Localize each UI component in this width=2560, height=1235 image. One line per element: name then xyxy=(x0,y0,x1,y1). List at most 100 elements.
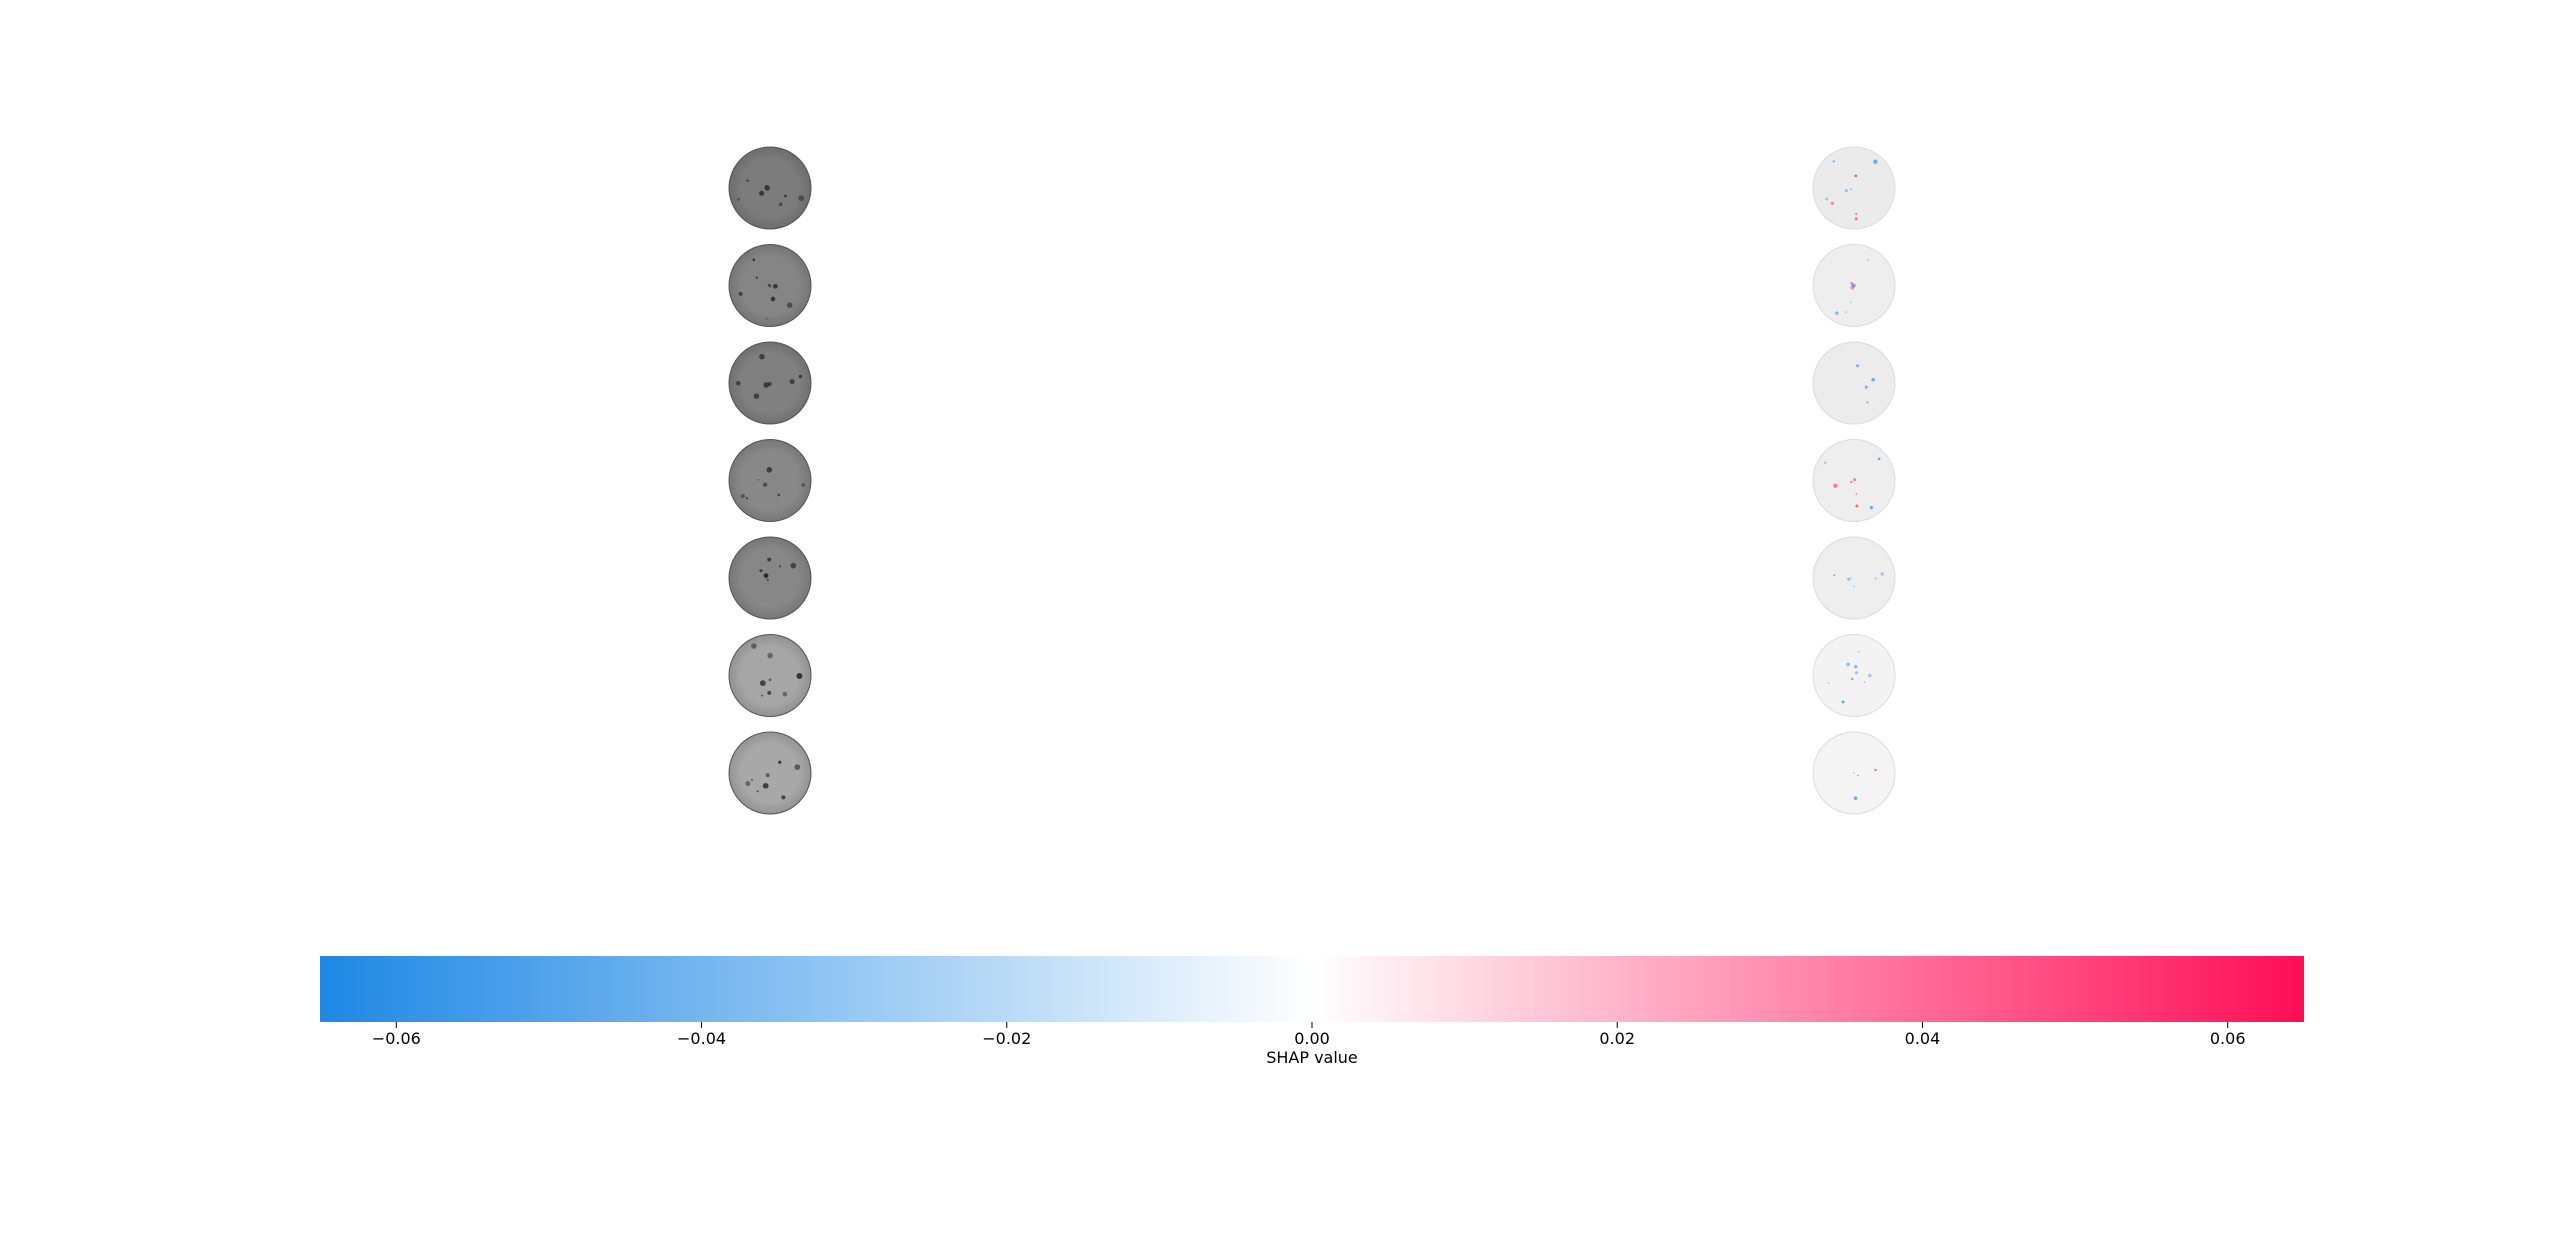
image-speck xyxy=(763,382,770,388)
colorbar-ticks: −0.06 −0.04 −0.02 0.00 0.02 0.04 0.06 xyxy=(372,1022,2246,1048)
shap-attribution-dot xyxy=(1880,572,1884,576)
colorbar-tick-label: −0.06 xyxy=(372,1029,421,1048)
shap-attribution-dot xyxy=(1847,577,1851,581)
shap-attribution-dot xyxy=(1853,478,1857,482)
shap-overlay-image xyxy=(1812,244,1896,327)
shap-overlay-image xyxy=(1812,146,1896,230)
image-speck xyxy=(759,569,763,573)
shap-attribution-dot xyxy=(1824,461,1827,464)
input-image xyxy=(728,341,812,425)
colorbar-tick-label: 0.02 xyxy=(1599,1029,1635,1048)
image-speck xyxy=(784,194,787,198)
shap-attribution-dot xyxy=(1863,681,1866,683)
shap-attribution-dot xyxy=(1854,671,1858,675)
shap-attribution-dot xyxy=(1833,483,1838,488)
shap-overlay-image xyxy=(1812,439,1896,522)
shap-attribution-dot xyxy=(1850,481,1853,484)
input-image xyxy=(728,731,812,815)
image-speck xyxy=(766,467,773,473)
image-speck xyxy=(767,652,773,659)
image-speck xyxy=(798,374,803,379)
shap-attribution-dot xyxy=(1869,505,1874,510)
image-speck xyxy=(767,690,772,695)
shap-attribution-dot xyxy=(1841,700,1845,704)
image-speck xyxy=(786,302,793,308)
shap-attribution-dot xyxy=(1833,574,1836,577)
image-speck xyxy=(790,562,797,569)
shap-attribution-dot xyxy=(1827,682,1830,684)
shap-overlay-image xyxy=(1812,731,1896,815)
colorbar: −0.06 −0.04 −0.02 0.00 0.02 0.04 0.06 SHAP val… xyxy=(320,956,2304,1067)
image-speck xyxy=(769,285,772,288)
image-speck xyxy=(768,678,772,682)
shap-attribution-dot xyxy=(1830,201,1835,206)
image-speck xyxy=(782,691,788,697)
shap-overlay-disc xyxy=(1812,536,1896,620)
image-speck xyxy=(798,195,805,202)
shap-attribution-dot xyxy=(1853,796,1858,800)
image-speck xyxy=(745,497,749,500)
image-speck xyxy=(755,276,758,279)
image-speck xyxy=(753,393,760,399)
shap-attribution-dot xyxy=(1856,364,1859,368)
input-image-shading xyxy=(729,537,811,619)
image-speck xyxy=(745,781,751,787)
shap-attribution-dot xyxy=(1854,665,1858,669)
image-speck xyxy=(740,494,745,499)
shap-attribution-dot xyxy=(1874,577,1877,580)
shap-attribution-dot xyxy=(1850,301,1852,304)
shap-attribution-dot xyxy=(1835,311,1839,316)
colorbar-tick-label: −0.02 xyxy=(982,1029,1031,1048)
image-grid xyxy=(728,146,1896,815)
colorbar-tick-label: −0.04 xyxy=(677,1029,726,1048)
image-speck xyxy=(794,764,801,770)
image-speck xyxy=(772,283,778,289)
shap-attribution-dot xyxy=(1844,189,1848,193)
shap-attribution-dot xyxy=(1850,285,1855,290)
image-speck xyxy=(735,380,741,386)
image-speck xyxy=(779,565,782,568)
image-speck xyxy=(762,482,768,487)
image-speck xyxy=(764,185,770,191)
image-speck xyxy=(765,773,770,778)
shap-attribution-dot xyxy=(1853,585,1855,588)
input-image-shading xyxy=(729,732,811,814)
image-speck xyxy=(746,179,750,183)
image-speck xyxy=(766,578,769,582)
shap-attribution-dot xyxy=(1871,377,1875,382)
image-speck xyxy=(778,760,782,764)
colorbar-tick-label: 0.04 xyxy=(1905,1029,1941,1048)
image-speck xyxy=(737,198,740,201)
shap-overlay-disc xyxy=(1812,634,1896,717)
input-image xyxy=(728,634,812,717)
image-speck xyxy=(778,202,783,207)
shap-attribution-dot xyxy=(1866,401,1869,404)
shap-attribution-dot xyxy=(1832,160,1836,163)
shap-overlay-image xyxy=(1812,536,1896,620)
image-speck xyxy=(738,291,743,296)
shap-attribution-dot xyxy=(1846,662,1850,667)
image-speck xyxy=(764,574,768,578)
shap-overlay-disc xyxy=(1812,439,1896,522)
shap-attribution-dot xyxy=(1825,197,1829,201)
image-speck xyxy=(801,483,806,487)
shap-attribution-dot xyxy=(1855,504,1859,508)
input-image-shading xyxy=(729,439,811,522)
shap-overlay-image xyxy=(1812,341,1896,425)
shap-overlay-disc xyxy=(1812,731,1896,815)
shap-overlay-disc xyxy=(1812,146,1896,230)
image-speck xyxy=(789,378,795,385)
image-speck xyxy=(759,353,765,360)
input-image xyxy=(728,536,812,620)
image-speck xyxy=(762,783,769,789)
shap-attribution-dot xyxy=(1850,577,1852,579)
shap-attribution-dot xyxy=(1853,772,1855,774)
image-speck xyxy=(752,258,756,262)
input-image-shading xyxy=(729,147,811,229)
shap-attribution-dot xyxy=(1867,258,1870,261)
shap-attribution-dot xyxy=(1851,283,1856,288)
image-speck xyxy=(751,643,757,649)
shap-overlay-image xyxy=(1812,634,1896,717)
